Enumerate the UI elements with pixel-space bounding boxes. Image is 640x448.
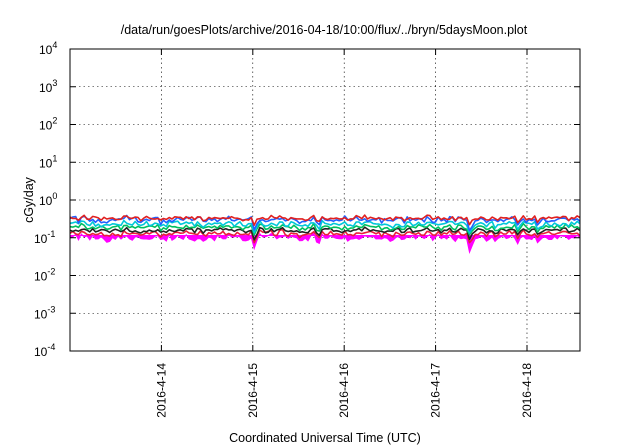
series-line bbox=[69, 222, 581, 236]
series-group bbox=[69, 214, 581, 255]
x-tick-label: 2016-4-15 bbox=[246, 363, 260, 418]
grid bbox=[70, 49, 580, 351]
y-tick-label: 104 bbox=[39, 40, 57, 57]
x-axis-label: Coordinated Universal Time (UTC) bbox=[229, 431, 421, 445]
y-tick-label: 10-1 bbox=[34, 229, 55, 246]
series-line bbox=[69, 214, 581, 232]
series-area bbox=[69, 231, 581, 255]
y-tick-label: 103 bbox=[39, 78, 57, 95]
y-tick-labels: 10-4 10-3 10-2 10-1 100 101 102 103 104 bbox=[34, 40, 57, 359]
series-line bbox=[69, 219, 581, 234]
x-tick-label: 2016-4-16 bbox=[337, 363, 351, 418]
x-tick-labels: 2016-4-14 2016-4-15 2016-4-16 2016-4-17 2016… bbox=[154, 363, 534, 418]
series-line bbox=[69, 214, 581, 226]
series-line bbox=[69, 226, 581, 241]
ticks bbox=[70, 48, 580, 352]
y-tick-label: 10-3 bbox=[34, 304, 55, 321]
y-tick-label: 10-2 bbox=[34, 267, 55, 284]
y-tick-label: 101 bbox=[39, 153, 57, 170]
y-tick-label: 100 bbox=[39, 191, 57, 208]
y-tick-label: 10-4 bbox=[34, 342, 55, 359]
x-tick-label: 2016-4-14 bbox=[154, 363, 168, 418]
x-tick-label: 2016-4-18 bbox=[520, 363, 534, 418]
y-tick-label: 102 bbox=[39, 116, 57, 133]
chart-title: /data/run/goesPlots/archive/2016-04-18/1… bbox=[121, 23, 528, 37]
y-axis-label: cGy/day bbox=[22, 176, 36, 223]
x-tick-label: 2016-4-17 bbox=[429, 363, 443, 418]
